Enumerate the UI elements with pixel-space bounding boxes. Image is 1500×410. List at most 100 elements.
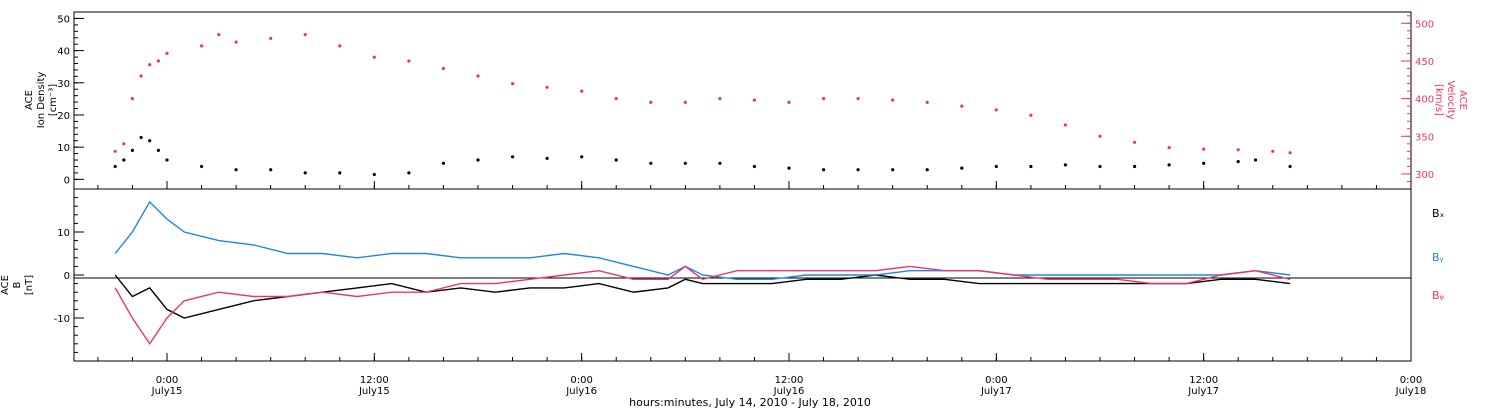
velocity-point — [269, 36, 273, 41]
top-left-tick-label: 30 — [57, 79, 70, 90]
bottom-tick-label: 10 — [57, 228, 70, 239]
density-point — [122, 158, 126, 162]
bottom-ylabel: ACE B [nT] — [0, 275, 35, 295]
density-point — [130, 148, 134, 152]
velocity-point — [580, 89, 584, 93]
density-point — [960, 166, 964, 170]
density-point — [649, 161, 653, 165]
top-left-tick-label: 40 — [57, 47, 70, 58]
velocity-point — [614, 97, 618, 101]
x-tick-time: 0:00 — [156, 375, 178, 386]
top-left-tick-label: 0 — [64, 175, 70, 186]
density-point — [1202, 161, 1206, 165]
velocity-point — [1133, 140, 1137, 144]
top-right-tick-label: 300 — [1415, 170, 1434, 181]
top-left-ylabel: ACE Ion Density [cm⁻³] — [24, 72, 59, 129]
density-point — [148, 139, 152, 143]
legend-bz: Bᵩ — [1432, 289, 1445, 302]
x-tick-day: July15 — [358, 386, 390, 397]
top-right-ylabel-line2: Velocity — [1445, 80, 1456, 119]
velocity-point — [303, 33, 307, 37]
velocity-point — [113, 149, 117, 153]
density-point — [338, 171, 342, 175]
velocity-point — [1167, 146, 1171, 150]
velocity-point — [338, 44, 342, 48]
top-panel-marks — [113, 33, 1292, 177]
velocity-point — [649, 100, 653, 104]
velocity-point — [1098, 134, 1102, 138]
top-panel-frame — [73, 11, 1412, 190]
velocity-point — [130, 97, 134, 101]
x-tick-day: July15 — [151, 386, 183, 397]
top-right-ylabel-line3: [km/s] — [1433, 84, 1444, 116]
bottom-tick-label: 0 — [64, 271, 70, 282]
density-point — [925, 168, 929, 172]
velocity-point — [148, 63, 152, 67]
density-point — [1063, 163, 1067, 167]
density-point — [156, 148, 160, 152]
density-point — [441, 161, 445, 165]
bottom-ylabel-line2: B — [12, 281, 23, 288]
x-tick-day: July16 — [773, 386, 805, 397]
velocity-point — [1271, 149, 1275, 153]
velocity-point — [407, 59, 411, 63]
density-point — [1167, 163, 1171, 167]
density-point — [234, 168, 238, 172]
velocity-point — [891, 98, 895, 102]
velocity-point — [718, 97, 722, 101]
velocity-point — [925, 100, 929, 104]
density-point — [752, 164, 757, 169]
bottom-tick-label: -10 — [54, 314, 70, 325]
velocity-point — [200, 44, 204, 48]
velocity-point — [545, 85, 549, 89]
density-point — [614, 158, 618, 162]
density-point — [718, 161, 722, 165]
velocity-point — [476, 74, 480, 78]
top-left-tick-label: 20 — [57, 111, 70, 122]
density-point — [1133, 164, 1137, 169]
density-point — [1253, 158, 1258, 162]
velocity-point — [234, 40, 238, 44]
velocity-point — [1202, 147, 1206, 151]
velocity-point — [139, 74, 143, 78]
density-point — [856, 168, 860, 172]
x-tick-day: July17 — [1187, 386, 1219, 397]
top-left-tick-label: 10 — [57, 143, 70, 154]
velocity-point — [122, 142, 126, 146]
velocity-point — [856, 97, 860, 101]
x-tick-time: 12:00 — [1189, 375, 1218, 386]
density-point — [372, 172, 376, 177]
density-point — [1288, 164, 1292, 169]
velocity-point — [1288, 151, 1292, 155]
x-tick-time: 0:00 — [985, 375, 1007, 386]
top-left-ylabel-line3: [cm⁻³] — [48, 84, 59, 116]
velocity-point — [683, 100, 687, 104]
bottom-ylabel-line3: [nT] — [24, 275, 35, 295]
legend-bx: Bₓ — [1432, 207, 1445, 220]
density-point — [545, 156, 549, 160]
x-tick-day: July18 — [1395, 386, 1427, 397]
density-point — [787, 166, 791, 170]
velocity-point — [441, 66, 445, 71]
density-point — [1098, 164, 1102, 169]
velocity-point — [994, 108, 998, 112]
density-point — [113, 164, 117, 169]
density-point — [269, 168, 273, 172]
x-tick-time: 0:00 — [570, 375, 592, 386]
bottom-panel-marks — [114, 200, 1291, 346]
velocity-point — [752, 98, 757, 102]
density-point — [200, 164, 204, 169]
density-point — [139, 135, 143, 140]
x-tick-day: July17 — [980, 386, 1012, 397]
bottom-ylabel-line1: ACE — [0, 275, 11, 295]
x-tick-time: 12:00 — [360, 375, 389, 386]
velocity-point — [217, 33, 221, 37]
axes: 01020304050300350400450500-100100:00July… — [54, 14, 1434, 397]
bx-line — [114, 274, 1291, 319]
velocity-point — [787, 100, 791, 104]
x-tick-time: 12:00 — [775, 375, 804, 386]
velocity-point — [156, 59, 160, 63]
x-axis-label: hours:minutes, July 14, 2010 - July 18, … — [629, 396, 871, 409]
top-right-ylabel: ACE Velocity [km/s] — [1433, 80, 1468, 119]
legend-by: Bᵧ — [1432, 251, 1444, 264]
